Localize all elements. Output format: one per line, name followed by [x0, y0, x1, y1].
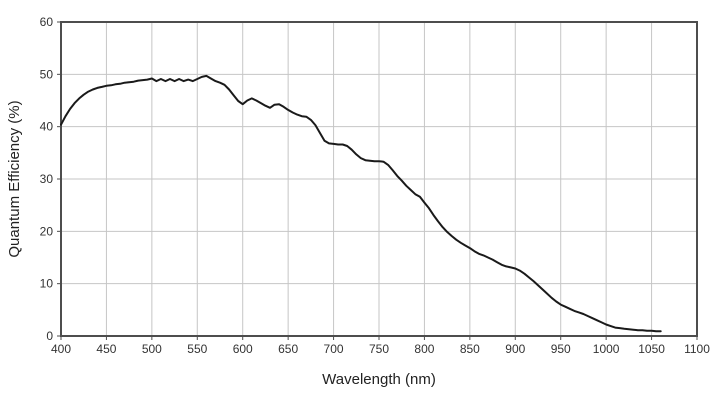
y-tick-label: 60 [40, 15, 54, 29]
y-tick-label: 0 [46, 329, 53, 343]
x-tick-label: 550 [187, 342, 207, 356]
x-tick-label: 850 [460, 342, 480, 356]
x-tick-label: 900 [505, 342, 525, 356]
x-tick-label: 700 [324, 342, 344, 356]
y-tick-label: 40 [40, 120, 54, 134]
x-tick-label: 1050 [638, 342, 665, 356]
y-tick-label: 30 [40, 172, 54, 186]
y-tick-labels: 0 10 20 30 40 50 60 [40, 15, 54, 343]
x-axis-label: Wavelength (nm) [322, 371, 436, 388]
x-tick-label: 1000 [593, 342, 620, 356]
x-tick-label: 800 [414, 342, 434, 356]
y-axis-label: Quantum Efficiency (%) [6, 100, 23, 257]
y-tick-label: 10 [40, 277, 54, 291]
x-tick-label: 450 [96, 342, 116, 356]
qe-curve [60, 74, 662, 333]
x-tick-label: 1100 [684, 342, 710, 356]
x-tick-label: 950 [551, 342, 571, 356]
plot-border [60, 21, 698, 337]
axis-tick-marks [57, 21, 698, 340]
x-tick-label: 650 [278, 342, 298, 356]
x-tick-label: 500 [142, 342, 162, 356]
y-tick-label: 50 [40, 67, 54, 81]
x-tick-labels: 400 450 500 550 600 650 700 750 800 850 900 950 1000… [51, 342, 710, 356]
x-tick-label: 750 [369, 342, 389, 356]
x-tick-label: 600 [233, 342, 253, 356]
y-tick-label: 20 [40, 224, 54, 238]
gridlines [61, 22, 697, 336]
x-tick-label: 400 [51, 342, 71, 356]
